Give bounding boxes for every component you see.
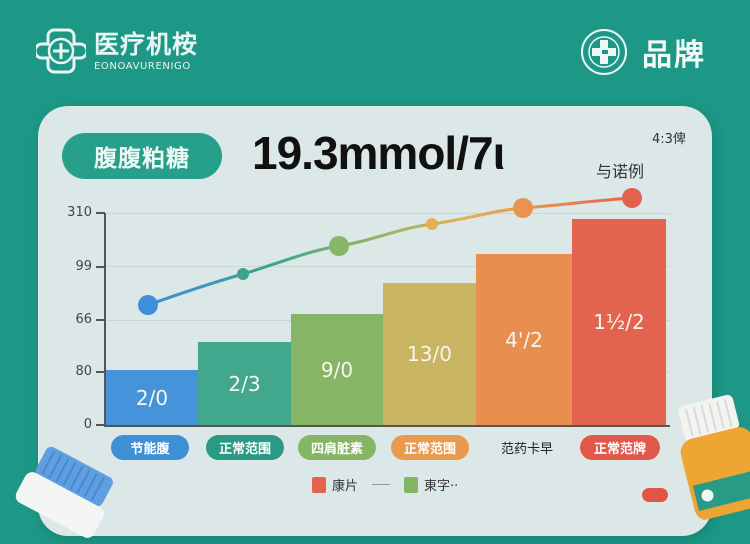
bar-label: 2/0 (135, 385, 169, 410)
line-point[interactable] (138, 295, 158, 315)
category-pill-4[interactable]: 正常范围 (391, 435, 469, 460)
chart-legend: 康片 東字·· (312, 475, 458, 494)
bar-4[interactable]: 13/0 (383, 283, 476, 425)
gridline (106, 266, 670, 267)
legend-swatch-green (404, 476, 419, 493)
category-pill-3[interactable]: 四肩脏素 (298, 435, 376, 460)
y-tick (96, 424, 105, 426)
category-pill-6[interactable]: 正常范牌 (580, 435, 660, 460)
y-tick-label: 0 (83, 417, 92, 432)
bar-1[interactable]: 2/0 (106, 370, 198, 425)
y-tick-label: 99 (75, 259, 92, 274)
bar-label: 9/0 (320, 357, 354, 382)
line-point[interactable] (513, 198, 533, 218)
brand-right-name: 品牌 (642, 38, 706, 73)
bar-label: 2/3 (228, 371, 261, 396)
brand-right: 品牌 (580, 28, 706, 76)
bar-3[interactable]: 9/0 (291, 314, 383, 425)
medical-cross-logo-icon (33, 26, 89, 76)
medical-seal-icon (580, 28, 628, 76)
category-pill-2[interactable]: 正常范围 (206, 435, 284, 460)
y-tick-label: 66 (75, 312, 92, 327)
y-axis (104, 213, 106, 426)
line-point[interactable] (426, 218, 438, 230)
metric-title-pill: 腹腹粕糖 (62, 133, 222, 179)
legend-swatch-red (312, 476, 326, 493)
bar-label: 13/0 (407, 342, 452, 366)
brand-left: 医疗机桉 EONOAVURENIGO (33, 26, 199, 76)
legend-label: 康片 (332, 479, 359, 494)
bar-5[interactable]: 4'/2 (476, 254, 572, 425)
y-tick (96, 319, 105, 321)
legend-title: 与诺例 (596, 162, 645, 181)
brand-name: 医疗机桉 (94, 29, 199, 59)
aspect-ratio-label: 4:3俾 (652, 132, 686, 147)
line-point[interactable] (329, 236, 349, 256)
gridline (106, 213, 670, 214)
line-point[interactable] (237, 268, 249, 280)
metric-value: 19.3mmol/7ι (252, 127, 505, 179)
y-tick (96, 371, 105, 373)
trend-line (138, 188, 642, 315)
pill-capsule-icon (642, 488, 668, 502)
bar-6[interactable]: 1½/2 (572, 219, 666, 425)
y-tick (96, 212, 105, 214)
y-tick-label: 310 (67, 205, 92, 220)
x-axis (104, 425, 670, 427)
y-tick-label: 80 (75, 364, 92, 379)
line-point[interactable] (622, 188, 642, 208)
bar-label: 1½/2 (593, 310, 645, 334)
bar-2[interactable]: 2/3 (198, 342, 291, 425)
legend-label: 東字·· (424, 479, 459, 494)
legend-separator (372, 484, 391, 485)
brand-subtitle: EONOAVURENIGO (94, 60, 191, 72)
category-pill-1[interactable]: 节能腹 (111, 435, 189, 460)
y-tick (96, 266, 105, 268)
bar-label: 4'/2 (505, 327, 543, 352)
category-label-5: 范药卡早 (500, 442, 553, 457)
